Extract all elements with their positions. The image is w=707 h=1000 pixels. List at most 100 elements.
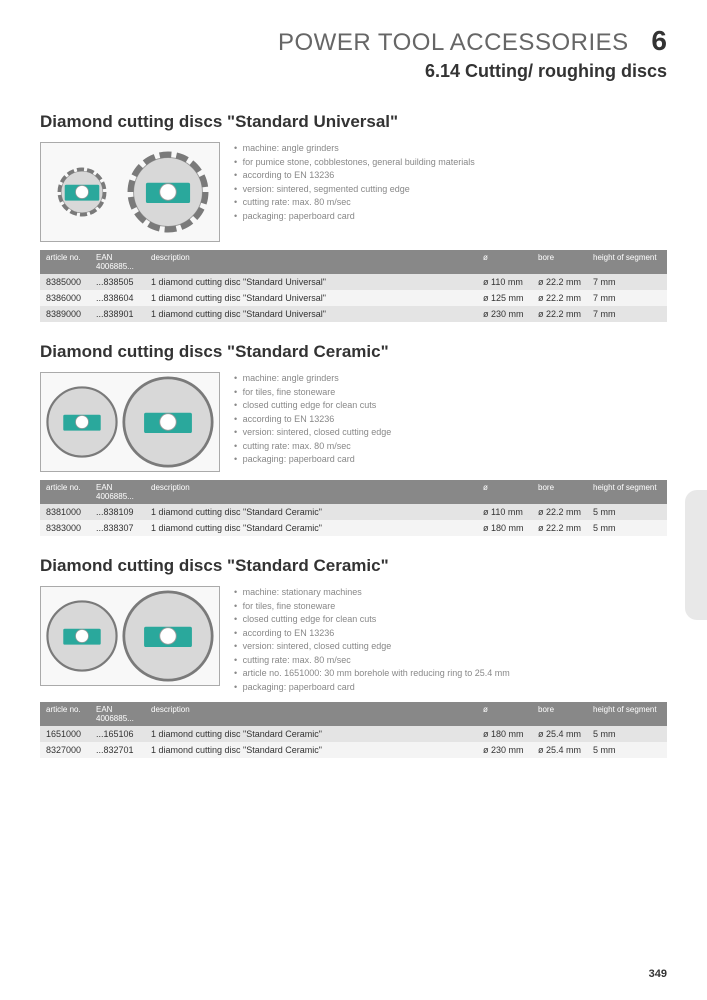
column-header: height of segment (587, 702, 667, 726)
table-cell: ø 230 mm (477, 306, 532, 322)
table-cell: 7 mm (587, 306, 667, 322)
column-header: ø (477, 702, 532, 726)
table-cell: 7 mm (587, 290, 667, 306)
feature-item: packaging: paperboard card (234, 453, 391, 467)
feature-item: for tiles, fine stoneware (234, 600, 510, 614)
table-row: 8327000...8327011 diamond cutting disc "… (40, 742, 667, 758)
chapter-number: 6 (651, 25, 667, 56)
table-cell: ø 22.2 mm (532, 274, 587, 290)
table-cell: ø 22.2 mm (532, 504, 587, 520)
side-tab (685, 490, 707, 620)
product-image (40, 372, 220, 472)
table-cell: ø 25.4 mm (532, 726, 587, 742)
column-header: description (145, 480, 477, 504)
product-image (40, 586, 220, 686)
column-header: EAN4006885... (90, 480, 145, 504)
feature-item: packaging: paperboard card (234, 681, 510, 695)
column-header: article no. (40, 702, 90, 726)
product-table: article no.EAN4006885...descriptionøbore… (40, 702, 667, 758)
table-cell: 5 mm (587, 504, 667, 520)
product-section: Diamond cutting discs "Standard Ceramic"… (40, 342, 667, 536)
table-cell: ...832701 (90, 742, 145, 758)
feature-list: machine: stationary machinesfor tiles, f… (234, 586, 510, 694)
table-cell: ...838109 (90, 504, 145, 520)
table-cell: 8383000 (40, 520, 90, 536)
product-block: machine: stationary machinesfor tiles, f… (40, 586, 667, 694)
table-cell: ...838604 (90, 290, 145, 306)
page-header: POWER TOOL ACCESSORIES 6 6.14 Cutting/ r… (0, 0, 707, 92)
table-cell: 8385000 (40, 274, 90, 290)
table-cell: ø 22.2 mm (532, 290, 587, 306)
table-cell: 8386000 (40, 290, 90, 306)
product-table: article no.EAN4006885...descriptionøbore… (40, 250, 667, 322)
feature-item: version: sintered, closed cutting edge (234, 426, 391, 440)
chapter-title: 6.14 Cutting/ roughing discs (40, 61, 667, 82)
table-cell: 7 mm (587, 274, 667, 290)
table-cell: 8381000 (40, 504, 90, 520)
table-cell: 1 diamond cutting disc "Standard Ceramic… (145, 726, 477, 742)
feature-item: closed cutting edge for clean cuts (234, 399, 391, 413)
column-header: ø (477, 250, 532, 274)
column-header: bore (532, 480, 587, 504)
table-cell: 5 mm (587, 726, 667, 742)
column-header: description (145, 250, 477, 274)
table-cell: 8389000 (40, 306, 90, 322)
column-header: article no. (40, 250, 90, 274)
feature-item: cutting rate: max. 80 m/sec (234, 654, 510, 668)
column-header: bore (532, 250, 587, 274)
table-cell: 1 diamond cutting disc "Standard Ceramic… (145, 520, 477, 536)
feature-item: packaging: paperboard card (234, 210, 475, 224)
column-header: EAN4006885... (90, 702, 145, 726)
table-cell: ...838307 (90, 520, 145, 536)
table-cell: 1 diamond cutting disc "Standard Ceramic… (145, 742, 477, 758)
table-cell: ø 180 mm (477, 726, 532, 742)
table-cell: 1 diamond cutting disc "Standard Ceramic… (145, 504, 477, 520)
section-title: Diamond cutting discs "Standard Ceramic" (40, 342, 667, 362)
section-title: Diamond cutting discs "Standard Ceramic" (40, 556, 667, 576)
column-header: bore (532, 702, 587, 726)
table-row: 8386000...8386041 diamond cutting disc "… (40, 290, 667, 306)
product-table: article no.EAN4006885...descriptionøbore… (40, 480, 667, 536)
column-header: article no. (40, 480, 90, 504)
column-header: height of segment (587, 480, 667, 504)
table-row: 8389000...8389011 diamond cutting disc "… (40, 306, 667, 322)
table-cell: 1651000 (40, 726, 90, 742)
feature-item: closed cutting edge for clean cuts (234, 613, 510, 627)
product-block: machine: angle grindersfor pumice stone,… (40, 142, 667, 242)
feature-item: article no. 1651000: 30 mm borehole with… (234, 667, 510, 681)
feature-item: cutting rate: max. 80 m/sec (234, 440, 391, 454)
category-title: POWER TOOL ACCESSORIES (278, 29, 629, 56)
table-cell: ...838505 (90, 274, 145, 290)
table-row: 8385000...8385051 diamond cutting disc "… (40, 274, 667, 290)
feature-item: for pumice stone, cobblestones, general … (234, 156, 475, 170)
table-cell: 8327000 (40, 742, 90, 758)
feature-item: according to EN 13236 (234, 413, 391, 427)
table-cell: ø 110 mm (477, 504, 532, 520)
feature-item: machine: angle grinders (234, 372, 391, 386)
feature-item: version: sintered, segmented cutting edg… (234, 183, 475, 197)
feature-item: for tiles, fine stoneware (234, 386, 391, 400)
table-row: 8381000...8381091 diamond cutting disc "… (40, 504, 667, 520)
table-cell: ...838901 (90, 306, 145, 322)
table-cell: ø 22.2 mm (532, 306, 587, 322)
product-section: Diamond cutting discs "Standard Ceramic"… (40, 556, 667, 758)
table-cell: ...165106 (90, 726, 145, 742)
page-number: 349 (649, 968, 667, 980)
column-header: ø (477, 480, 532, 504)
table-cell: ø 180 mm (477, 520, 532, 536)
table-cell: ø 125 mm (477, 290, 532, 306)
table-cell: 5 mm (587, 742, 667, 758)
column-header: description (145, 702, 477, 726)
feature-item: machine: stationary machines (234, 586, 510, 600)
column-header: height of segment (587, 250, 667, 274)
table-row: 1651000...1651061 diamond cutting disc "… (40, 726, 667, 742)
column-header: EAN4006885... (90, 250, 145, 274)
content-area: Diamond cutting discs "Standard Universa… (0, 112, 707, 758)
table-cell: ø 22.2 mm (532, 520, 587, 536)
feature-item: according to EN 13236 (234, 627, 510, 641)
table-cell: 1 diamond cutting disc "Standard Univers… (145, 306, 477, 322)
table-cell: 5 mm (587, 520, 667, 536)
product-section: Diamond cutting discs "Standard Universa… (40, 112, 667, 322)
section-title: Diamond cutting discs "Standard Universa… (40, 112, 667, 132)
feature-item: machine: angle grinders (234, 142, 475, 156)
